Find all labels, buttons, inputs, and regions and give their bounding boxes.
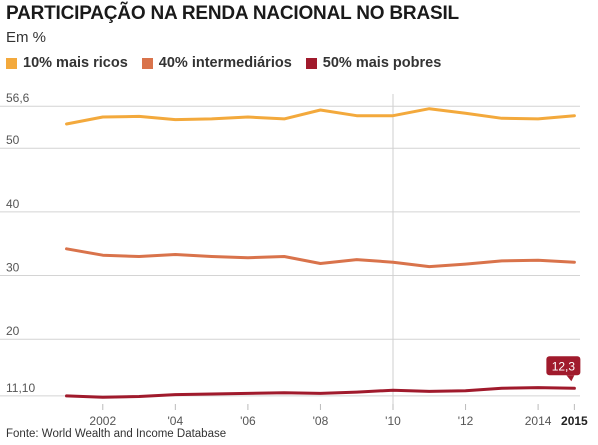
legend-label-top10: 10% mais ricos — [23, 55, 128, 71]
annotation-label: 12,3 — [552, 359, 576, 373]
y-tick-label: 56,6 — [6, 91, 30, 105]
legend-swatch-middle40 — [141, 57, 153, 69]
chart-title: PARTICIPAÇÃO NA RENDA NACIONAL NO BRASIL — [6, 3, 459, 24]
x-tick-label: '08 — [313, 414, 329, 428]
y-tick-label: 40 — [6, 197, 20, 211]
x-tick-label: 2015 — [561, 414, 588, 428]
y-tick-label: 50 — [6, 133, 20, 147]
legend-swatch-bottom50 — [305, 57, 317, 69]
legend-swatch-top10 — [6, 57, 17, 69]
legend-item-middle40: 40% intermediários — [141, 55, 292, 71]
y-tick-label: 30 — [6, 261, 20, 275]
legend-item-bottom50: 50% mais pobres — [305, 55, 442, 71]
y-tick-label: 11,10 — [6, 381, 35, 395]
series-line-2 — [65, 386, 576, 399]
source-note: Fonte: World Wealth and Income Database — [6, 428, 227, 440]
x-tick-label: 2014 — [525, 414, 552, 428]
annotation-pointer — [566, 375, 575, 382]
legend-label-middle40: 40% intermediários — [158, 55, 292, 71]
x-tick-label: '04 — [168, 414, 184, 428]
legend-item-top10: 10% mais ricos — [6, 55, 128, 71]
annotation-badge — [546, 356, 581, 376]
legend: 10% mais ricos 40% intermediários 50% ma… — [6, 55, 455, 71]
y-tick-label: 20 — [6, 324, 20, 338]
x-tick-label: '12 — [458, 414, 474, 428]
series-line-0 — [65, 107, 576, 126]
chart-subtitle: Em % — [6, 29, 47, 46]
x-tick-label: '06 — [240, 414, 256, 428]
x-tick-label: '10 — [385, 414, 401, 428]
x-tick-label: 2002 — [89, 414, 116, 428]
legend-label-bottom50: 50% mais pobres — [322, 55, 442, 71]
series-line-1 — [65, 247, 576, 269]
